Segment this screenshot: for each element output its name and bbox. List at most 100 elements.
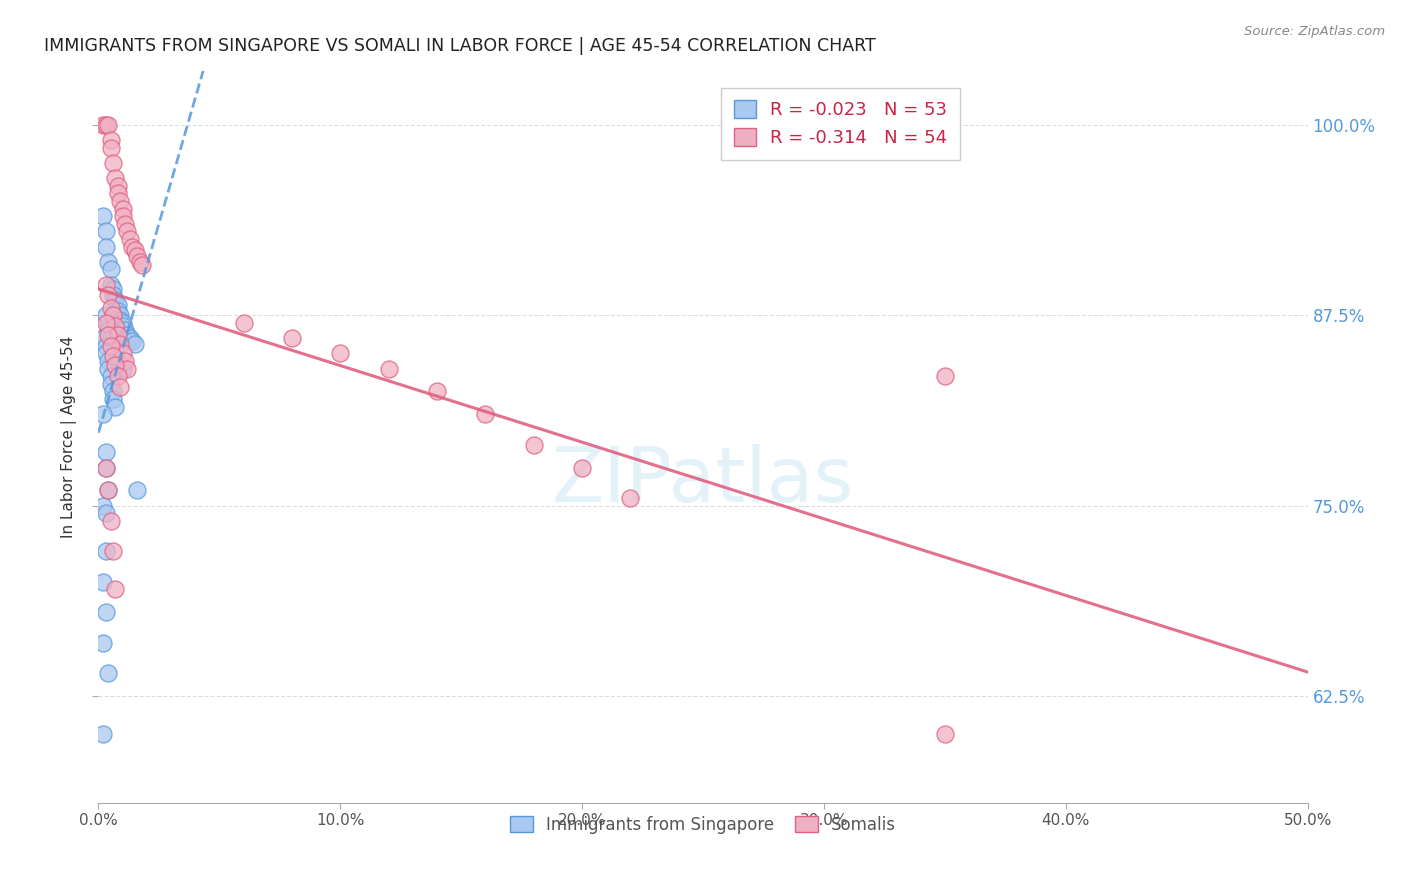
Point [91, 118, 114, 132]
Point [117, 328, 139, 343]
Point [108, 359, 131, 373]
Point [94, 338, 117, 352]
Point [101, 288, 124, 302]
Point [97, 328, 120, 343]
Point [100, 277, 122, 292]
Point [377, 361, 399, 376]
Point [91, 727, 114, 741]
Point [127, 483, 149, 498]
Y-axis label: In Labor Force | Age 45-54: In Labor Force | Age 45-54 [60, 336, 77, 538]
Point [128, 255, 150, 269]
Point [104, 343, 127, 358]
Point [97, 255, 120, 269]
Point [94, 277, 117, 292]
Point [107, 303, 129, 318]
Point [232, 316, 254, 330]
Point [104, 318, 127, 333]
Point [118, 232, 141, 246]
Point [111, 361, 134, 376]
Point [91, 636, 114, 650]
Point [94, 605, 117, 619]
Point [100, 514, 122, 528]
Point [121, 239, 143, 253]
Point [100, 338, 122, 352]
Point [474, 407, 496, 421]
Point [104, 349, 127, 363]
Point [101, 349, 124, 363]
Point [107, 328, 129, 343]
Point [94, 239, 117, 253]
Point [94, 308, 117, 322]
Text: Source: ZipAtlas.com: Source: ZipAtlas.com [1244, 25, 1385, 38]
Point [97, 361, 120, 376]
Point [94, 460, 117, 475]
Point [91, 499, 114, 513]
Point [118, 331, 141, 345]
Text: ZIPatlas: ZIPatlas [551, 444, 855, 518]
Point [97, 316, 120, 330]
Point [100, 331, 122, 345]
Point [111, 209, 134, 223]
Point [108, 337, 131, 351]
Point [101, 544, 124, 558]
Point [101, 308, 124, 322]
Point [104, 359, 127, 373]
Point [329, 346, 352, 360]
Point [91, 209, 114, 223]
Point [97, 354, 120, 368]
Point [91, 331, 114, 345]
Point [97, 666, 120, 681]
Point [94, 460, 117, 475]
Point [619, 491, 641, 505]
Point [97, 288, 120, 302]
Point [117, 361, 139, 376]
Point [124, 337, 146, 351]
Point [94, 346, 117, 360]
Point [111, 202, 134, 216]
Point [94, 118, 117, 132]
Point [97, 323, 120, 337]
Point [121, 334, 143, 348]
Point [114, 217, 136, 231]
Point [100, 376, 122, 391]
Point [100, 369, 122, 384]
Point [100, 262, 122, 277]
Point [114, 354, 136, 368]
Point [101, 384, 124, 399]
Point [114, 323, 136, 337]
Point [94, 224, 117, 238]
Point [108, 194, 131, 208]
Point [108, 312, 131, 326]
Point [111, 318, 134, 333]
Point [94, 506, 117, 520]
Point [91, 407, 114, 421]
Point [100, 301, 122, 315]
Legend: Immigrants from Singapore, Somalis: Immigrants from Singapore, Somalis [502, 807, 904, 842]
Point [107, 186, 129, 201]
Point [104, 400, 127, 414]
Point [97, 483, 120, 498]
Point [107, 369, 129, 384]
Point [127, 249, 149, 263]
Point [104, 582, 127, 597]
Point [101, 392, 124, 406]
Point [100, 133, 122, 147]
Point [94, 544, 117, 558]
Point [100, 140, 122, 154]
Point [108, 308, 131, 322]
Point [104, 171, 127, 186]
Point [107, 354, 129, 368]
Point [91, 574, 114, 589]
Point [97, 483, 120, 498]
Point [117, 224, 139, 238]
Point [94, 316, 117, 330]
Point [124, 243, 146, 257]
Point [523, 438, 546, 452]
Point [101, 338, 124, 352]
Point [111, 316, 134, 330]
Point [934, 727, 956, 741]
Point [101, 155, 124, 169]
Point [107, 297, 129, 311]
Point [281, 331, 304, 345]
Point [108, 380, 131, 394]
